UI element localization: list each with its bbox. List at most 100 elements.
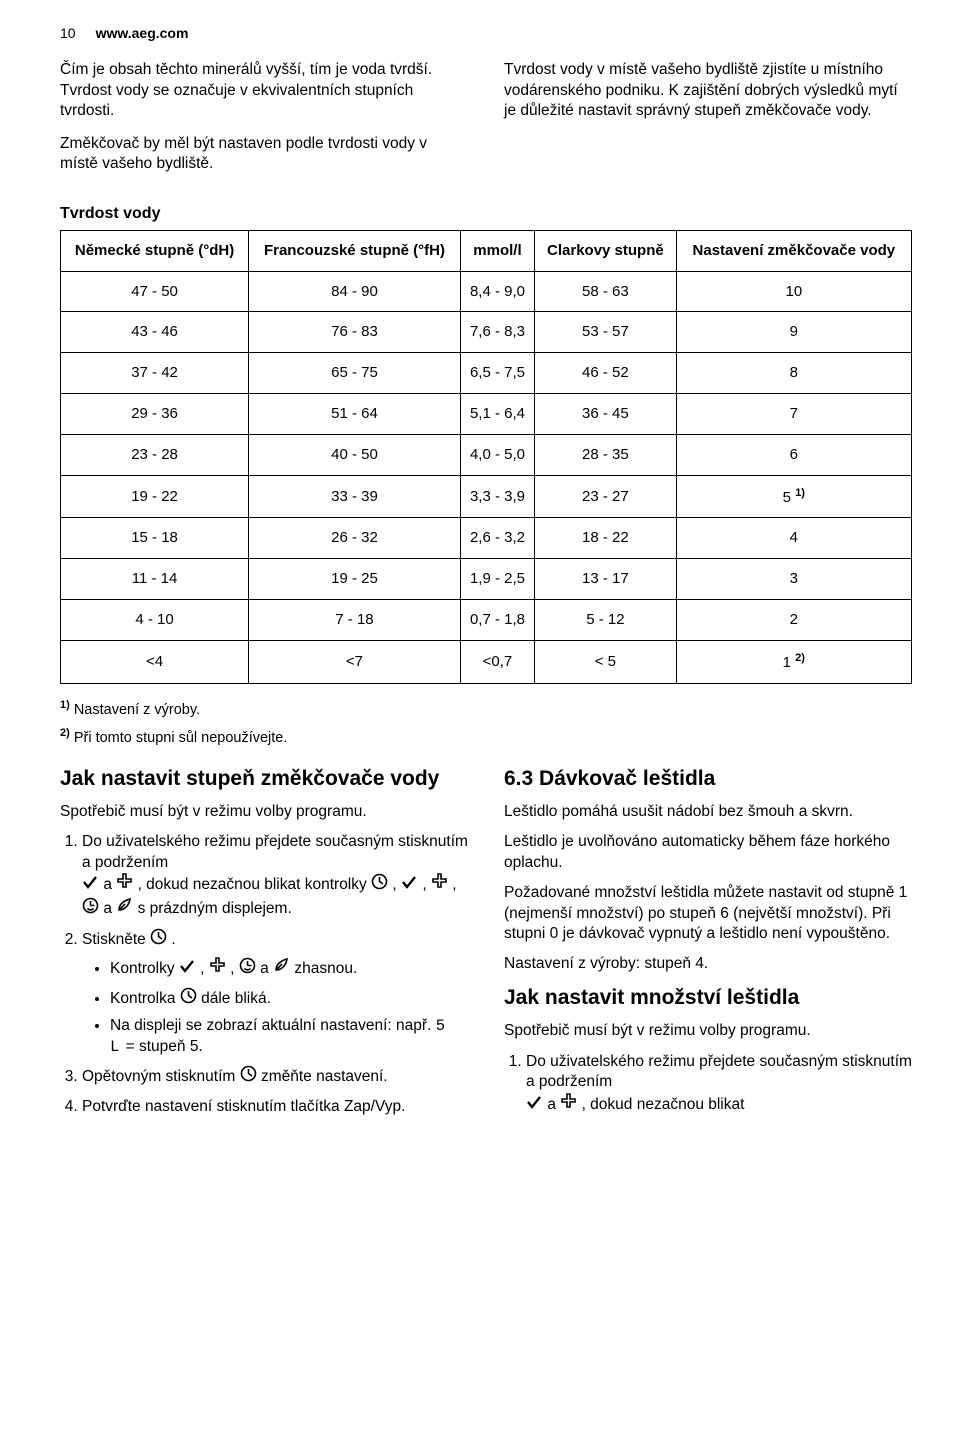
- intro-left-p2: Změkčovač by měl být nastaven podle tvrd…: [60, 134, 468, 175]
- footnote-1: 1) Nastavení z výroby.: [60, 698, 912, 720]
- table-cell: <4: [61, 640, 249, 683]
- table-cell: 51 - 64: [249, 394, 461, 435]
- clock-icon: [371, 873, 388, 896]
- intro-columns: Čím je obsah těchto minerálů vyšší, tím …: [60, 60, 912, 186]
- table-cell: 58 - 63: [535, 271, 677, 312]
- check-icon: [526, 1094, 543, 1115]
- table-cell: 3,3 - 3,9: [460, 475, 534, 518]
- table-row: 23 - 2840 - 504,0 - 5,028 - 356: [61, 434, 912, 475]
- table-cell: 15 - 18: [61, 518, 249, 559]
- left-steps: Do uživatelského režimu přejdete současn…: [60, 832, 468, 1117]
- left-p1: Spotřebič musí být v režimu volby progra…: [60, 802, 468, 822]
- table-cell: 2: [676, 600, 911, 641]
- table-title: Tvrdost vody: [60, 203, 912, 224]
- table-cell: 7 - 18: [249, 600, 461, 641]
- clock-icon: [150, 928, 167, 951]
- clock-icon: [240, 1065, 257, 1088]
- col-header: Německé stupně (°dH): [61, 230, 249, 271]
- table-row: 29 - 3651 - 645,1 - 6,436 - 457: [61, 394, 912, 435]
- table-row: 4 - 107 - 180,7 - 1,85 - 122: [61, 600, 912, 641]
- plus-icon: [431, 873, 448, 896]
- left-heading: Jak nastavit stupeň změkčovače vody: [60, 766, 468, 792]
- table-cell: <7: [249, 640, 461, 683]
- right-heading-1: 6.3 Dávkovač leštidla: [504, 766, 912, 792]
- clock-icon: [180, 987, 197, 1010]
- table-cell: 2,6 - 3,2: [460, 518, 534, 559]
- table-cell: 0,7 - 1,8: [460, 600, 534, 641]
- lower-right: 6.3 Dávkovač leštidla Leštidlo pomáhá us…: [504, 766, 912, 1126]
- table-cell: 4,0 - 5,0: [460, 434, 534, 475]
- table-body: 47 - 5084 - 908,4 - 9,058 - 631043 - 467…: [61, 271, 912, 683]
- table-cell: 28 - 35: [535, 434, 677, 475]
- table-cell: 5 - 12: [535, 600, 677, 641]
- table-cell: 33 - 39: [249, 475, 461, 518]
- table-header-row: Německé stupně (°dH) Francouzské stupně …: [61, 230, 912, 271]
- table-cell: 53 - 57: [535, 312, 677, 353]
- col-header: Francouzské stupně (°fH): [249, 230, 461, 271]
- table-cell: 5,1 - 6,4: [460, 394, 534, 435]
- table-row: 19 - 2233 - 393,3 - 3,923 - 275 1): [61, 475, 912, 518]
- delay-icon: [239, 957, 256, 980]
- table-cell: <0,7: [460, 640, 534, 683]
- table-cell: 18 - 22: [535, 518, 677, 559]
- table-cell: 23 - 28: [61, 434, 249, 475]
- intro-left: Čím je obsah těchto minerálů vyšší, tím …: [60, 60, 468, 186]
- table-cell: 9: [676, 312, 911, 353]
- right-p2: Leštidlo je uvolňováno automaticky během…: [504, 832, 912, 873]
- page-number: 10: [60, 24, 76, 42]
- table-cell: 36 - 45: [535, 394, 677, 435]
- table-cell: 7: [676, 394, 911, 435]
- table-row: <4<7<0,7< 51 2): [61, 640, 912, 683]
- plus-icon: [116, 873, 133, 896]
- right-p4: Nastavení z výroby: stupeň 4.: [504, 954, 912, 974]
- table-cell: 37 - 42: [61, 353, 249, 394]
- intro-right-p1: Tvrdost vody v místě vašeho bydliště zji…: [504, 60, 912, 121]
- check-icon: [401, 874, 418, 895]
- table-row: 37 - 4265 - 756,5 - 7,546 - 528: [61, 353, 912, 394]
- table-cell: 8: [676, 353, 911, 394]
- leaf-icon: [273, 957, 290, 980]
- table-row: 47 - 5084 - 908,4 - 9,058 - 6310: [61, 271, 912, 312]
- table-cell: 4 - 10: [61, 600, 249, 641]
- col-header: Clarkovy stupně: [535, 230, 677, 271]
- table-cell: 6,5 - 7,5: [460, 353, 534, 394]
- step-2-bullets: Kontrolky , , a zhasnou. Kontrolka: [82, 957, 468, 1057]
- right-heading-2: Jak nastavit množství leštidla: [504, 985, 912, 1011]
- table-cell: 43 - 46: [61, 312, 249, 353]
- footnote-2: 2) Při tomto stupni sůl nepoužívejte.: [60, 726, 912, 748]
- step-2: Stiskněte . Kontrolky , , a zhasnou.: [82, 928, 468, 1057]
- table-cell: 1,9 - 2,5: [460, 559, 534, 600]
- table-cell: 11 - 14: [61, 559, 249, 600]
- bullet: Kontrolka dále bliká.: [110, 987, 468, 1010]
- lower-left: Jak nastavit stupeň změkčovače vody Spot…: [60, 766, 468, 1126]
- table-row: 43 - 4676 - 837,6 - 8,353 - 579: [61, 312, 912, 353]
- table-row: 15 - 1826 - 322,6 - 3,218 - 224: [61, 518, 912, 559]
- lower-columns: Jak nastavit stupeň změkčovače vody Spot…: [60, 766, 912, 1126]
- table-cell: 19 - 22: [61, 475, 249, 518]
- table-cell: 5 1): [676, 475, 911, 518]
- right-p5: Spotřebič musí být v režimu volby progra…: [504, 1021, 912, 1041]
- table-cell: 7,6 - 8,3: [460, 312, 534, 353]
- delay-icon: [82, 897, 99, 920]
- table-cell: 65 - 75: [249, 353, 461, 394]
- table-cell: 29 - 36: [61, 394, 249, 435]
- col-header: Nastavení změkčovače vody: [676, 230, 911, 271]
- check-icon: [82, 874, 99, 895]
- leaf-icon: [116, 897, 133, 920]
- plus-icon: [209, 957, 226, 980]
- hardness-table: Německé stupně (°dH) Francouzské stupně …: [60, 230, 912, 684]
- table-cell: 46 - 52: [535, 353, 677, 394]
- right-steps: Do uživatelského režimu přejdete současn…: [504, 1052, 912, 1116]
- table-cell: 8,4 - 9,0: [460, 271, 534, 312]
- table-cell: 19 - 25: [249, 559, 461, 600]
- step-3: Opětovným stisknutím změňte nastavení.: [82, 1065, 468, 1088]
- table-cell: 40 - 50: [249, 434, 461, 475]
- table-cell: 6: [676, 434, 911, 475]
- table-cell: 76 - 83: [249, 312, 461, 353]
- table-cell: < 5: [535, 640, 677, 683]
- site-url: www.aeg.com: [96, 24, 189, 42]
- table-cell: 1 2): [676, 640, 911, 683]
- table-cell: 10: [676, 271, 911, 312]
- right-p3: Požadované množství leštidla můžete nast…: [504, 883, 912, 944]
- page-header: 10 www.aeg.com: [60, 24, 912, 42]
